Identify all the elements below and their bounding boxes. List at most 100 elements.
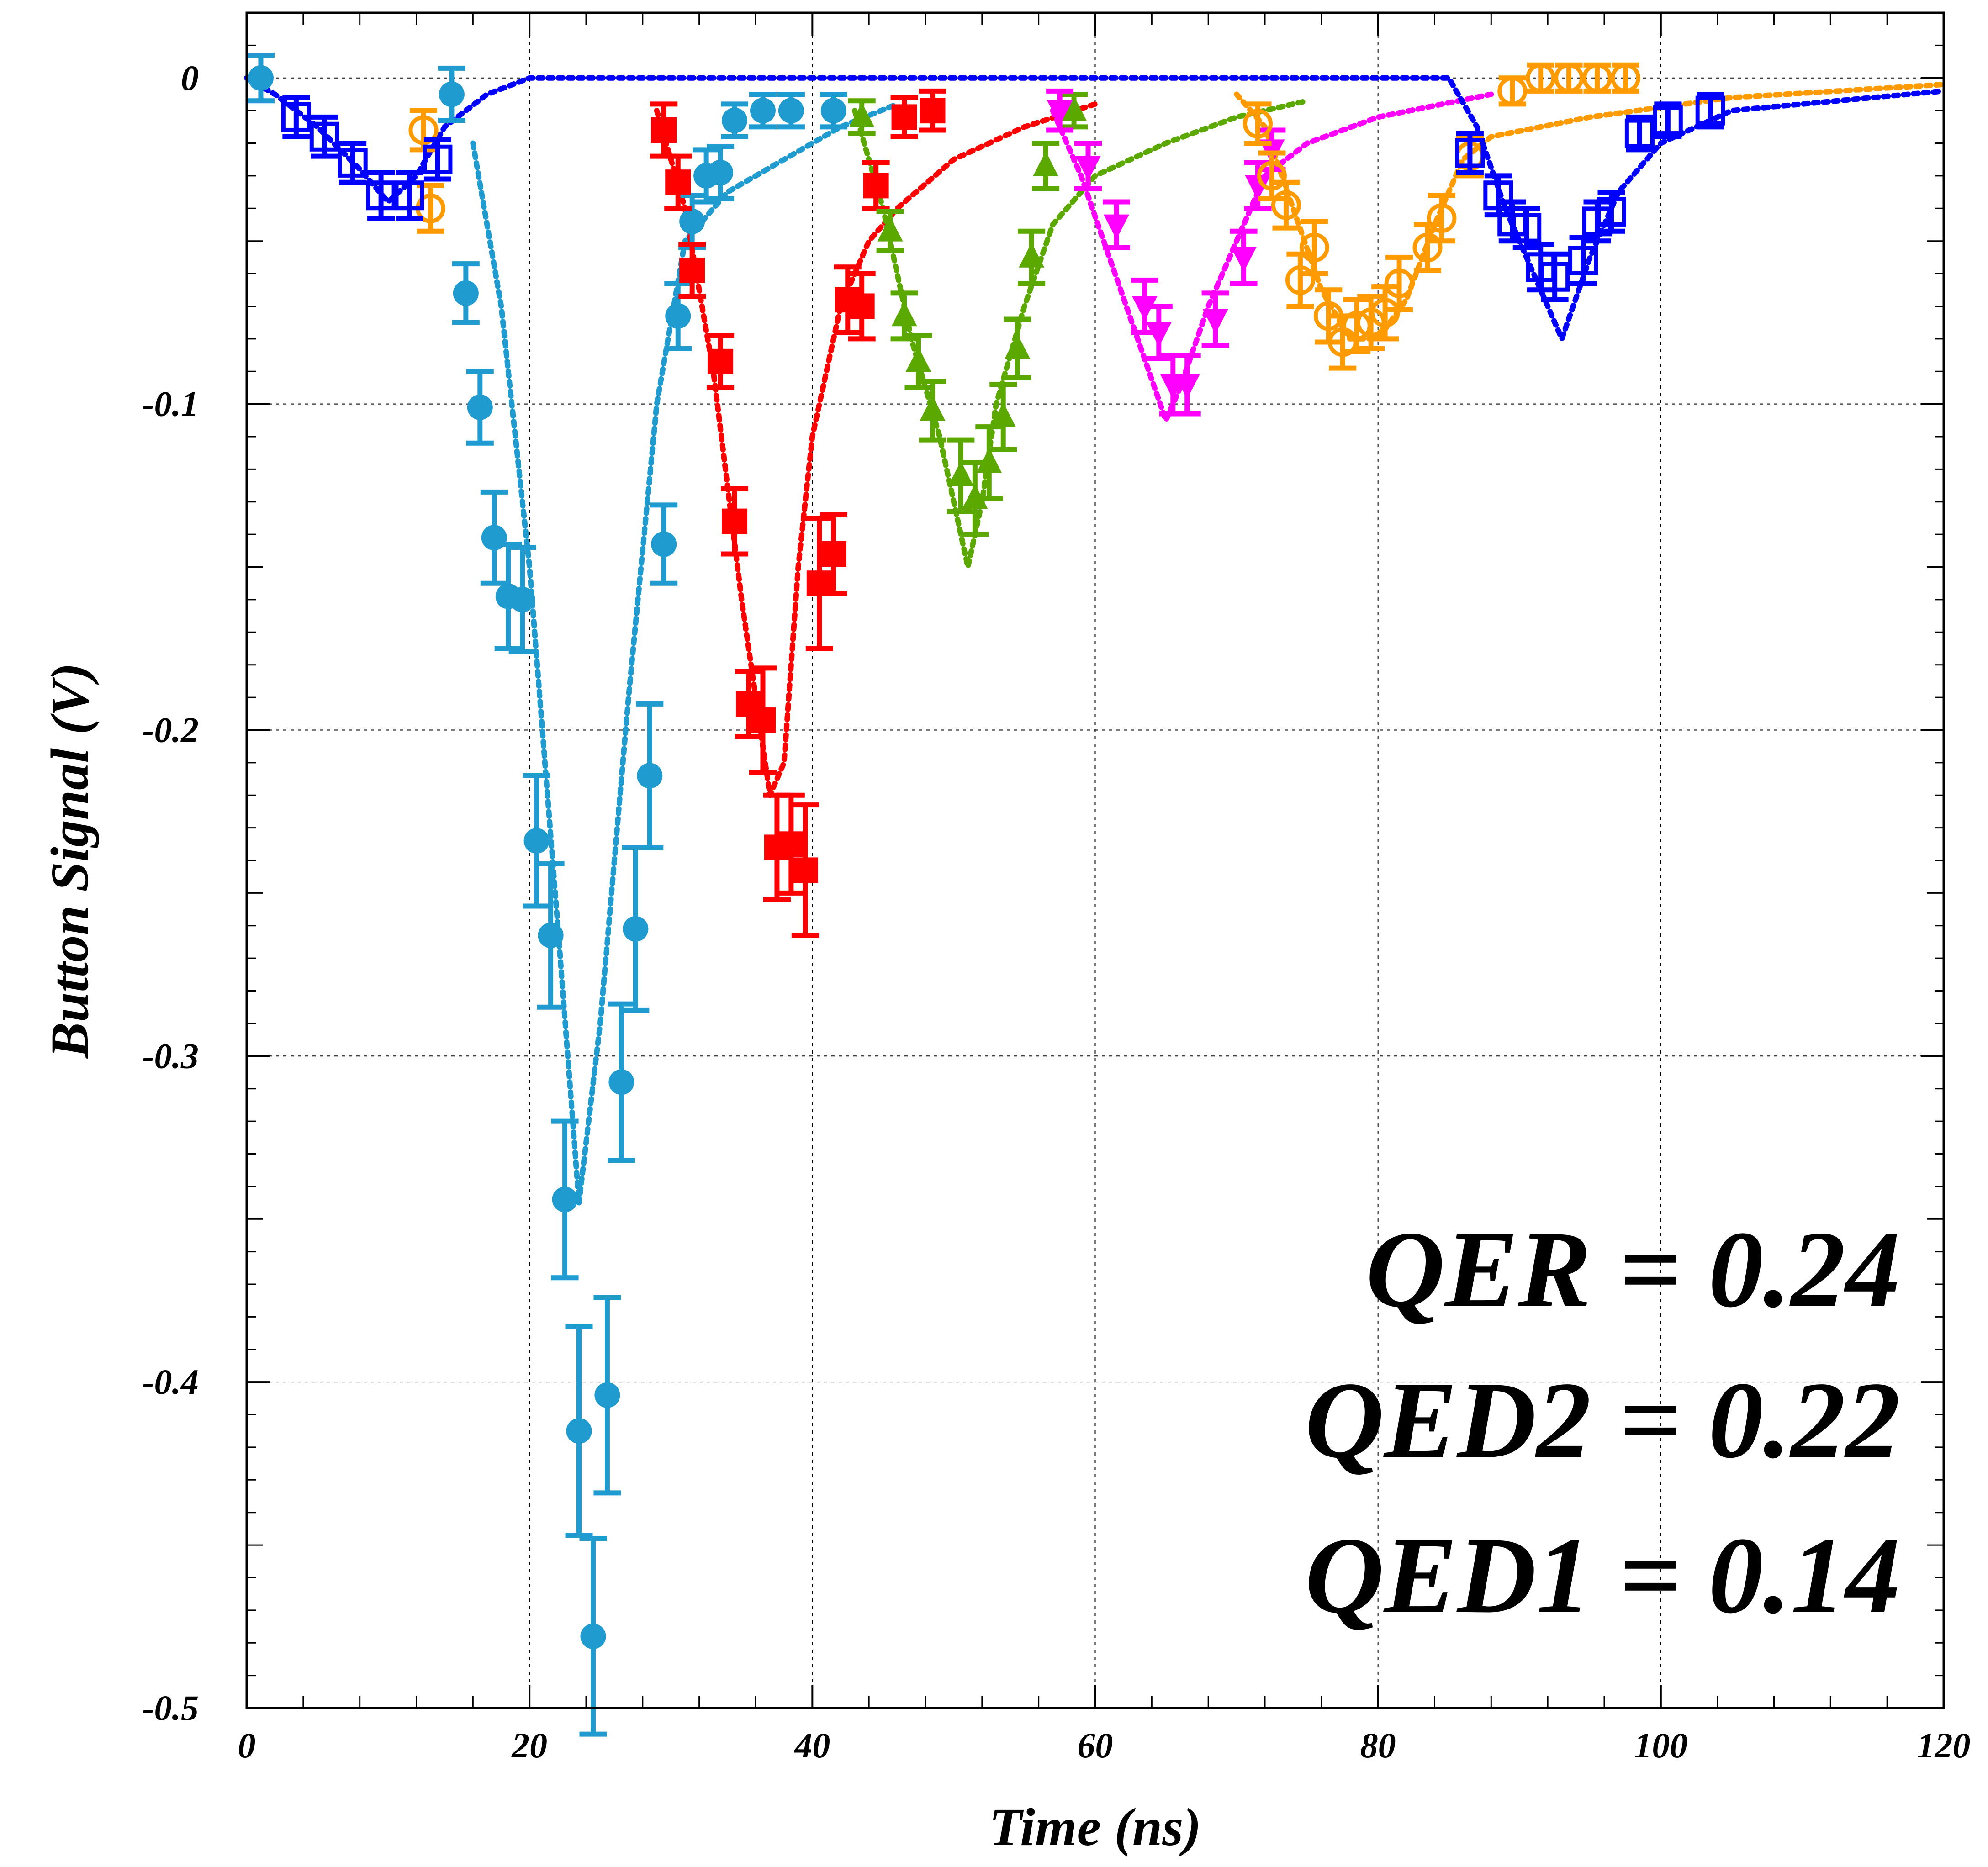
- data-point: [423, 144, 453, 174]
- data-point: [248, 65, 274, 91]
- data-point: [1554, 63, 1584, 93]
- data-point: [1582, 63, 1613, 93]
- data-point: [1257, 161, 1287, 191]
- x-tick-label: 80: [1360, 1725, 1396, 1765]
- fit-curves: [244, 75, 1946, 1206]
- x-tick-label: 40: [793, 1725, 830, 1765]
- data-point: [849, 102, 875, 127]
- data-point: [651, 531, 677, 557]
- y-axis-title: Button Signal (V): [40, 663, 100, 1059]
- data-point: [1131, 296, 1158, 321]
- annotation-qed2: QED2 = 0.22: [1305, 1359, 1900, 1481]
- data-point: [1174, 374, 1200, 399]
- data-point: [623, 916, 649, 942]
- y-tick-label: -0.1: [143, 384, 199, 424]
- data-point: [920, 396, 946, 421]
- data-point: [820, 98, 846, 124]
- data-point: [708, 348, 734, 374]
- data-point: [1075, 156, 1101, 181]
- data-point: [708, 159, 734, 185]
- data-point: [849, 293, 875, 319]
- data-point: [552, 1187, 578, 1213]
- data-point: [1624, 118, 1655, 148]
- data-point: [1540, 262, 1570, 292]
- data-point: [679, 257, 705, 283]
- data-point: [1370, 298, 1400, 328]
- data-point: [1019, 243, 1045, 268]
- data-point: [1271, 190, 1301, 220]
- data-point: [877, 216, 903, 242]
- fit-curve: [1234, 82, 1946, 342]
- data-point: [891, 301, 917, 327]
- data-point: [905, 347, 931, 372]
- data-point: [1596, 196, 1626, 227]
- data-point: [1061, 95, 1087, 121]
- data-point: [778, 98, 804, 124]
- data-point: [1610, 63, 1640, 93]
- y-tick-label: -0.4: [143, 1362, 199, 1402]
- data-point: [1033, 151, 1059, 176]
- data-point: [679, 208, 705, 234]
- fit-curve: [654, 101, 1098, 798]
- data-point: [1384, 268, 1414, 298]
- x-tick-label: 100: [1634, 1725, 1687, 1765]
- data-point: [1299, 232, 1329, 263]
- data-point: [467, 394, 493, 420]
- data-point: [281, 102, 311, 132]
- data-point: [990, 402, 1016, 427]
- data-point: [1455, 138, 1485, 168]
- data-point: [523, 828, 550, 854]
- data-point: [366, 180, 396, 211]
- data-point: [1146, 322, 1172, 347]
- data-point: [1047, 100, 1073, 126]
- data-point: [1202, 309, 1228, 334]
- data-point: [976, 448, 1002, 473]
- data-point: [1526, 63, 1556, 93]
- data-point: [863, 173, 889, 199]
- data-point: [722, 107, 748, 133]
- data-point: [820, 541, 846, 567]
- data-point: [1497, 76, 1528, 106]
- fit-curve: [470, 101, 900, 1206]
- data-point: [566, 1418, 592, 1444]
- data-point: [439, 81, 465, 107]
- annotation-qer: QER = 0.24: [1366, 1208, 1900, 1330]
- data-point: [338, 148, 368, 178]
- data-point: [394, 180, 424, 211]
- x-tick-label: 0: [238, 1725, 256, 1765]
- x-tick-label: 60: [1078, 1725, 1113, 1765]
- y-tick-label: -0.5: [143, 1688, 199, 1728]
- x-tick-labels: 0 20 40 60 80 100 120: [238, 1725, 1971, 1765]
- data-point: [920, 98, 946, 124]
- data-point: [1231, 247, 1257, 272]
- data-point: [722, 508, 748, 534]
- annotation-qed1: QED1 = 0.14: [1305, 1514, 1900, 1636]
- data-point: [453, 280, 479, 306]
- x-axis-title: Time (ns): [989, 1797, 1201, 1857]
- data-point: [1005, 334, 1031, 359]
- data-point: [1412, 232, 1443, 263]
- y-tick-label: -0.2: [143, 710, 199, 749]
- data-point: [538, 923, 564, 949]
- data-point: [1568, 246, 1598, 276]
- data-point: [778, 831, 804, 857]
- data-point: [1243, 109, 1273, 139]
- y-tick-label: -0.3: [143, 1036, 199, 1076]
- data-point: [1653, 105, 1683, 136]
- data-point: [665, 303, 691, 329]
- data-point: [637, 763, 663, 789]
- data-point: [750, 707, 776, 733]
- x-tick-label: 20: [511, 1725, 547, 1765]
- data-point: [309, 121, 339, 152]
- data-points: [247, 53, 1725, 1737]
- data-point: [792, 857, 818, 883]
- y-tick-label: 0: [181, 58, 199, 98]
- data-point: [1285, 265, 1315, 295]
- x-tick-label: 120: [1917, 1725, 1971, 1765]
- data-point: [509, 586, 535, 612]
- data-point: [608, 1069, 634, 1095]
- data-point: [750, 98, 776, 124]
- fit-curve: [1050, 91, 1494, 423]
- y-tick-labels: 0 -0.1 -0.2 -0.3 -0.4 -0.5: [143, 58, 199, 1728]
